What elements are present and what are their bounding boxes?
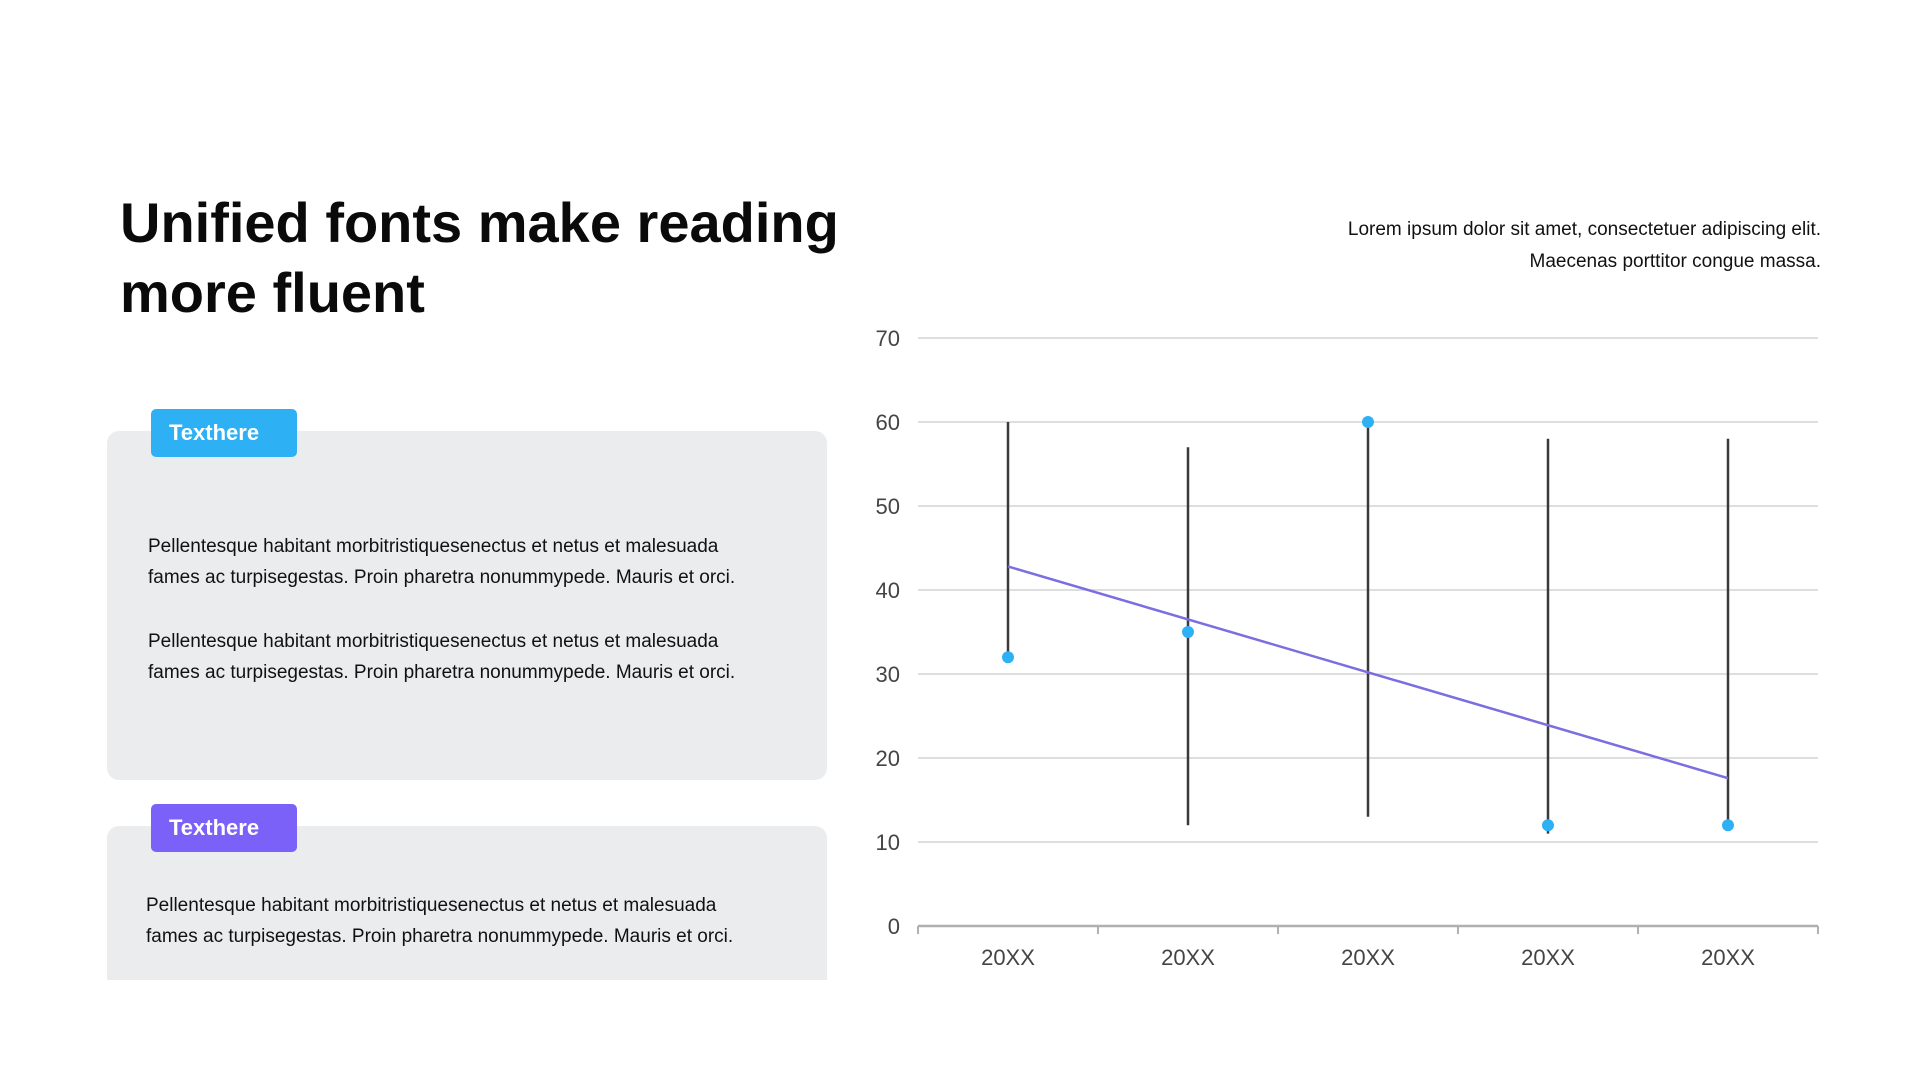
data-point xyxy=(1002,651,1014,664)
paragraph-line: Pellentesque habitant morbitristiquesene… xyxy=(148,631,719,652)
tag-label-2: Texthere xyxy=(151,804,297,852)
data-point xyxy=(1722,819,1734,832)
text-card-1 xyxy=(107,431,827,780)
tag-label-1: Texthere xyxy=(151,409,297,457)
trendline xyxy=(1007,565,1729,780)
y-tick-label: 10 xyxy=(876,830,900,855)
title-line-1: Unified fonts make reading xyxy=(120,191,839,254)
subtitle-line-1: Lorem ipsum dolor sit amet, consectetuer… xyxy=(1347,219,1821,240)
card-1-paragraph-1: Pellentesque habitant morbitristiquesene… xyxy=(148,531,808,593)
card-1-paragraph-2: Pellentesque habitant morbitristiquesene… xyxy=(148,626,808,688)
y-tick-label: 20 xyxy=(876,746,900,771)
y-tick-label: 60 xyxy=(876,410,900,435)
subtitle-line-2: Maecenas porttitor congue massa. xyxy=(1529,251,1822,272)
data-point xyxy=(1182,626,1194,638)
paragraph-line: fames ac turpisegestas. Proin pharetra n… xyxy=(148,567,736,588)
subtitle: Lorem ipsum dolor sit amet, consectetuer… xyxy=(1121,214,1821,278)
paragraph-line: Pellentesque habitant morbitristiquesene… xyxy=(146,895,717,916)
card-2-paragraph-1: Pellentesque habitant morbitristiquesene… xyxy=(146,890,806,952)
x-tick-label: 20XX xyxy=(1521,945,1575,970)
paragraph-line: fames ac turpisegestas. Proin pharetra n… xyxy=(146,926,734,947)
y-tick-label: 40 xyxy=(876,578,900,603)
x-tick-label: 20XX xyxy=(1701,945,1755,970)
x-tick-label: 20XX xyxy=(1161,945,1215,970)
data-point xyxy=(1362,416,1374,428)
title-line-2: more fluent xyxy=(120,261,425,324)
paragraph-line: Pellentesque habitant morbitristiquesene… xyxy=(148,536,719,557)
y-tick-label: 30 xyxy=(876,662,900,687)
data-point xyxy=(1542,819,1554,832)
x-tick-label: 20XX xyxy=(1341,945,1395,970)
y-tick-label: 50 xyxy=(876,494,900,519)
page-title: Unified fonts make reading more fluent xyxy=(120,188,880,328)
y-tick-label: 0 xyxy=(888,914,900,939)
y-tick-label: 70 xyxy=(876,326,900,351)
x-tick-label: 20XX xyxy=(981,945,1035,970)
paragraph-line: fames ac turpisegestas. Proin pharetra n… xyxy=(148,662,736,683)
